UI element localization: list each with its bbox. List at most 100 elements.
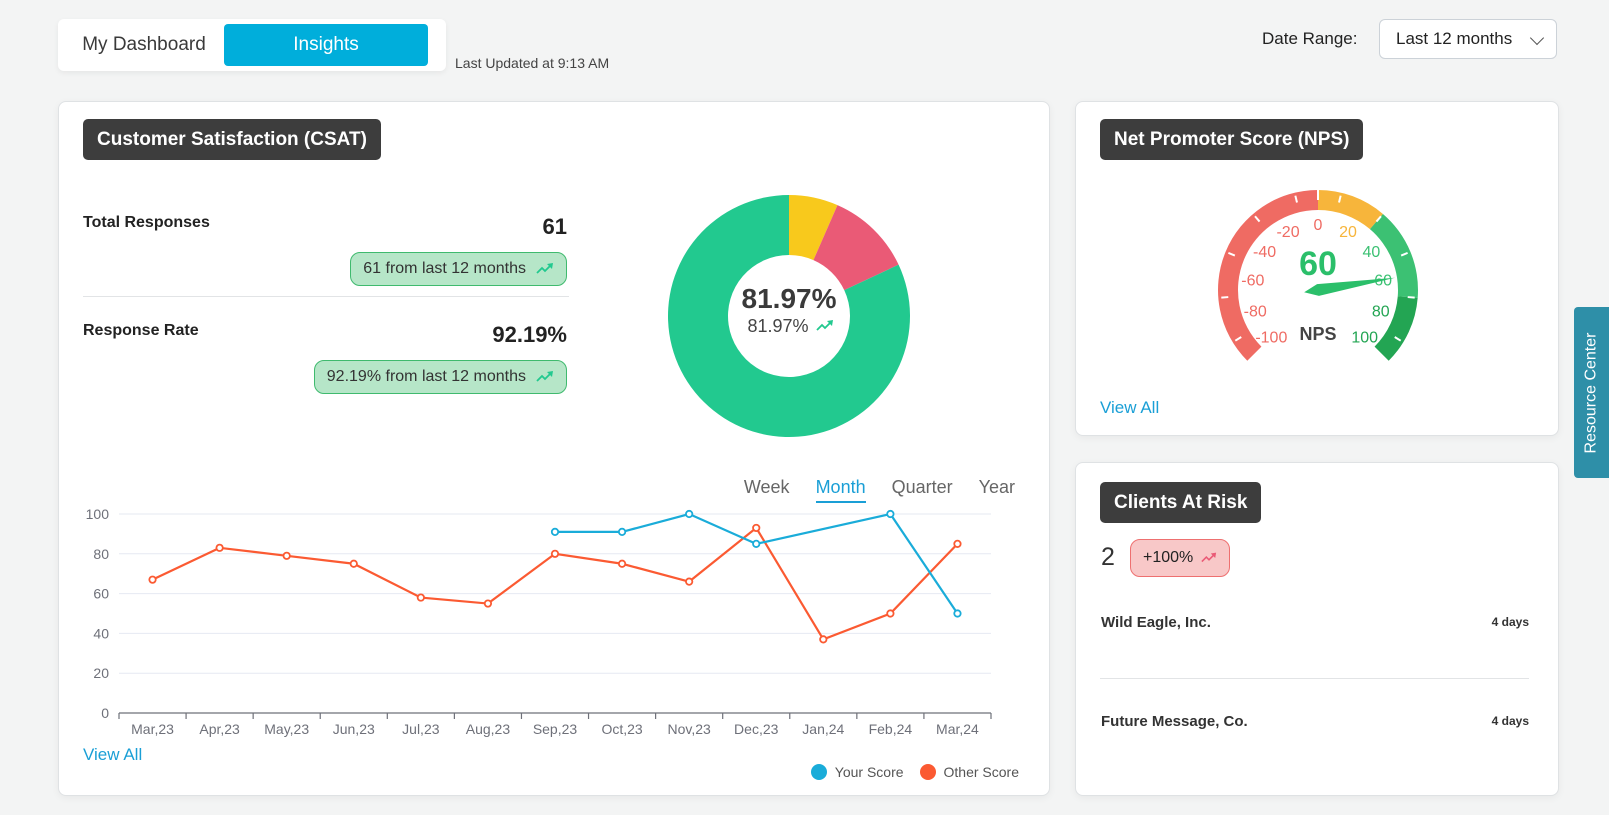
x-tick-label: Jan,24: [802, 721, 844, 737]
clients-at-risk-title: Clients At Risk: [1100, 482, 1262, 523]
gauge-tick-label: 60: [1374, 273, 1392, 290]
data-point-your-score[interactable]: [617, 527, 627, 537]
csat-title: Customer Satisfaction (CSAT): [83, 119, 381, 160]
gauge-band: [1218, 190, 1318, 361]
period-tab-month[interactable]: Month: [815, 477, 866, 503]
legend-your-score[interactable]: Your Score: [834, 764, 904, 780]
gauge-tick: [1294, 195, 1298, 203]
last-updated: Last Updated at 9:13 AM: [455, 55, 610, 71]
trend-up-icon: [816, 320, 833, 331]
x-tick-label: Apr,23: [199, 721, 240, 737]
date-range-select[interactable]: Last 12 months: [1379, 19, 1557, 59]
period-tab-year[interactable]: Year: [978, 477, 1015, 497]
x-tick-label: Aug,23: [466, 721, 511, 737]
response-rate-label: Response Rate: [83, 322, 199, 339]
clients-at-risk-change: +100%: [1143, 549, 1194, 566]
series-line-other-score: [152, 526, 959, 641]
chevron-down-icon: [1529, 30, 1545, 46]
data-point-other-score[interactable]: [349, 559, 358, 568]
donut-slice-dissatisfied[interactable]: [813, 205, 899, 291]
total-responses-label: Total Responses: [83, 214, 210, 231]
data-point-your-score[interactable]: [752, 539, 761, 548]
date-range-label: Date Range:: [1262, 29, 1358, 48]
data-point-other-score[interactable]: [416, 593, 425, 602]
data-point-other-score[interactable]: [617, 559, 627, 568]
total-responses-value: 61: [542, 214, 567, 239]
x-tick-label: Jul,23: [402, 721, 440, 737]
resource-center-button[interactable]: Resource Center: [1574, 307, 1609, 478]
gauge-tick-label: 80: [1372, 303, 1390, 320]
legend-your-score-swatch: [810, 764, 827, 780]
gauge-tick-label: -40: [1253, 244, 1276, 261]
donut-slice-neutral[interactable]: [789, 195, 838, 261]
gauge-tick-label: -80: [1244, 303, 1267, 320]
x-tick-label: Jun,23: [333, 721, 375, 737]
client-name[interactable]: Wild Eagle, Inc.: [1101, 614, 1211, 631]
chart-legend: Your Score Other Score: [810, 764, 1019, 780]
gauge-tick: [1234, 336, 1242, 342]
clients-at-risk-count: 2: [1101, 543, 1115, 571]
data-point-other-score[interactable]: [483, 599, 493, 608]
donut-slice-satisfied[interactable]: [668, 195, 910, 437]
gauge-tick: [1394, 336, 1402, 342]
tab-my-dashboard[interactable]: My Dashboard: [82, 34, 206, 55]
gauge-band: [1374, 296, 1418, 361]
csat-line-chart: 0 20 40 60 80 100 Mar,23 Apr,23 May,23 Jun,23 Jul,…: [86, 506, 992, 737]
data-point-your-score[interactable]: [550, 527, 560, 537]
clients-divider: [1100, 678, 1529, 679]
csat-view-all-link[interactable]: View All: [83, 745, 143, 764]
data-point-other-score[interactable]: [886, 609, 895, 618]
resource-center-label: Resource Center: [1582, 332, 1600, 453]
x-tick-label: Sep,23: [533, 721, 578, 737]
donut-center-sub: 81.97%: [747, 316, 808, 336]
x-tick-label: Oct,23: [601, 721, 642, 737]
csat-card: Customer Satisfaction (CSAT) Total Respo…: [58, 101, 1050, 796]
nps-title: Net Promoter Score (NPS): [1100, 119, 1364, 160]
period-tabs: Week Month Quarter Year: [744, 477, 1015, 503]
y-tick-label: 40: [93, 625, 109, 641]
response-rate-value: 92.19%: [492, 322, 567, 347]
period-tab-quarter[interactable]: Quarter: [891, 477, 953, 497]
data-point-other-score[interactable]: [148, 575, 157, 584]
client-name[interactable]: Future Message, Co.: [1101, 713, 1248, 730]
x-tick-label: May,23: [264, 721, 309, 737]
data-point-other-score[interactable]: [953, 539, 962, 548]
y-tick-label: 0: [101, 705, 109, 721]
gauge-band: [1369, 213, 1418, 298]
series-line-your-score: [555, 512, 959, 615]
data-point-your-score[interactable]: [886, 509, 895, 519]
data-point-other-score[interactable]: [282, 551, 291, 560]
response-rate-pill-text: 92.19% from last 12 months: [326, 368, 526, 385]
clients-at-risk-change-pill: +100%: [1130, 539, 1231, 577]
x-tick-label: Mar,23: [131, 721, 174, 737]
data-point-other-score[interactable]: [685, 577, 694, 586]
tab-insights[interactable]: Insights: [224, 24, 428, 66]
gauge-tick-label: 100: [1351, 330, 1378, 347]
gauge-tick-label: -100: [1255, 330, 1287, 347]
period-tab-week[interactable]: Week: [743, 477, 790, 497]
gauge-tick-label: 0: [1314, 217, 1323, 234]
gauge-tick: [1407, 296, 1415, 299]
nps-view-all-link[interactable]: View All: [1100, 398, 1160, 417]
trend-up-icon: [536, 371, 553, 382]
metrics-divider: [83, 296, 569, 297]
donut-center-value: 81.97%: [742, 283, 837, 314]
x-tick-label: Mar,24: [936, 721, 979, 737]
gauge-needle: [1304, 277, 1396, 296]
clients-at-risk-card: Clients At Risk 2 +100% Wild Eagle, Inc.…: [1075, 462, 1559, 796]
y-tick-label: 60: [93, 586, 109, 602]
data-point-other-score[interactable]: [819, 635, 828, 644]
data-point-other-score[interactable]: [752, 523, 761, 533]
data-point-other-score[interactable]: [550, 549, 560, 558]
y-tick-label: 20: [93, 665, 109, 681]
total-responses-pill-text: 61 from last 12 months: [363, 260, 526, 277]
gauge-tick: [1375, 215, 1382, 223]
data-point-your-score[interactable]: [685, 509, 694, 519]
data-point-other-score[interactable]: [215, 543, 224, 552]
legend-other-score[interactable]: Other Score: [943, 764, 1019, 780]
y-tick-label: 100: [86, 506, 110, 522]
data-point-your-score[interactable]: [953, 609, 962, 618]
gauge-tick-label: 20: [1339, 224, 1357, 241]
gauge-tick: [1400, 251, 1408, 257]
gauge-tick: [1254, 215, 1261, 223]
